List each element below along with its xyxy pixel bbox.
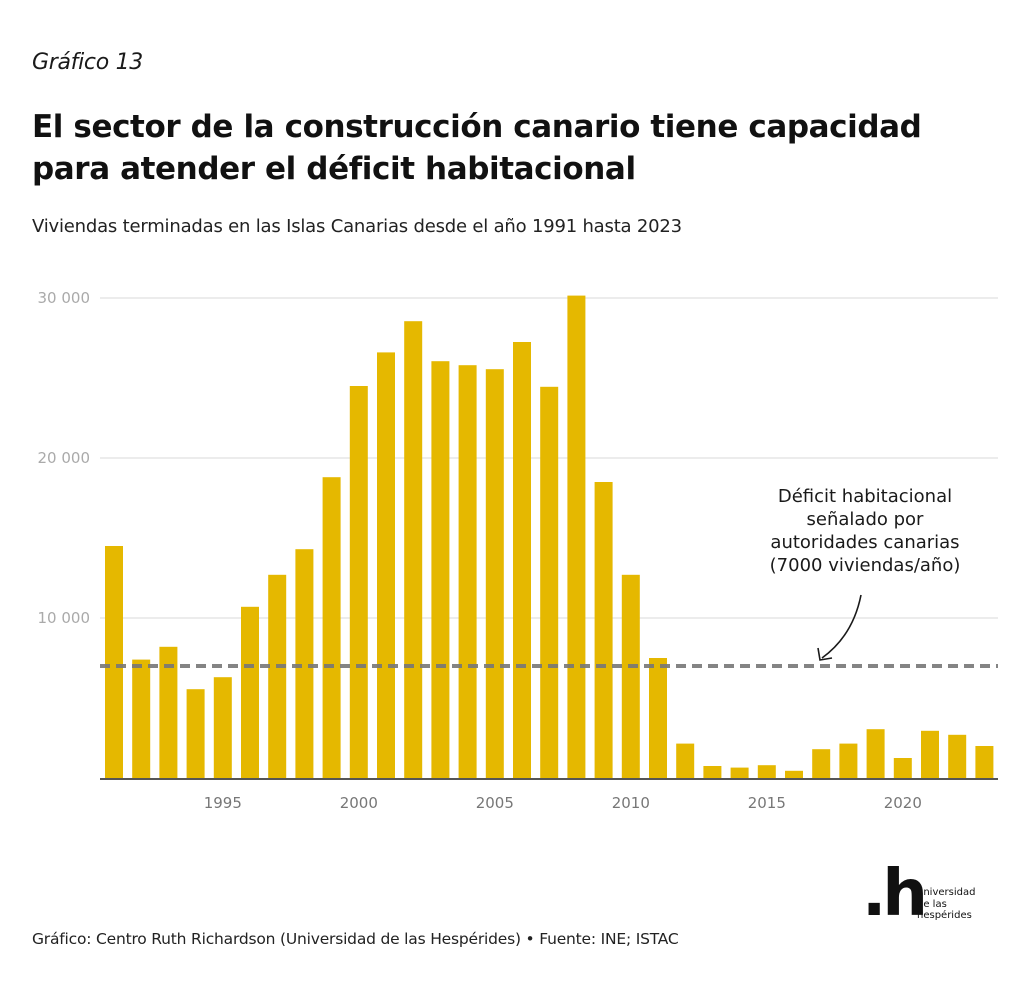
bar-1992 — [132, 659, 151, 778]
logo-text: universidad de las hespérides — [917, 887, 975, 922]
x-tick-label: 2015 — [748, 794, 786, 812]
bar-2009 — [594, 482, 613, 778]
bar-2023 — [975, 746, 994, 778]
bar-2017 — [812, 749, 831, 778]
bar-2014 — [730, 767, 749, 778]
bar-1993 — [159, 646, 178, 778]
bar-2016 — [785, 770, 803, 778]
bar-1999 — [322, 477, 341, 778]
bar-1995 — [213, 677, 232, 778]
bar-2018 — [839, 743, 858, 778]
logo-line: universidad — [917, 887, 976, 898]
source-note: Gráfico: Centro Ruth Richardson (Univers… — [32, 930, 679, 948]
x-tick-label: 1995 — [204, 794, 242, 812]
chart-title: El sector de la construcción canario tie… — [32, 109, 922, 187]
bar-2021 — [921, 730, 939, 778]
logo-line: de las — [917, 898, 947, 910]
bar-2019 — [866, 729, 885, 778]
bar-2001 — [377, 352, 395, 778]
y-tick-label: 20 000 — [38, 449, 91, 467]
chart-subtitle: Viviendas terminadas en las Islas Canari… — [32, 216, 682, 237]
bar-1998 — [295, 549, 314, 778]
bar-2012 — [676, 743, 695, 778]
bar-2008 — [567, 295, 586, 778]
bars — [105, 295, 994, 778]
y-tick-label: 30 000 — [38, 289, 91, 307]
bar-1994 — [186, 689, 205, 778]
bar-2004 — [458, 365, 477, 778]
bar-2013 — [703, 766, 722, 778]
bar-2011 — [649, 658, 667, 778]
logo-line: hespérides — [917, 910, 972, 921]
y-axis-ticks: 10 000 20 000 30 000 — [38, 289, 91, 627]
annotation-line: señalado por — [807, 509, 925, 530]
x-axis-ticks: 1995 2000 2005 2010 2015 2020 — [204, 794, 922, 812]
university-logo: .h universidad de las hespérides — [862, 862, 992, 928]
bar-1997 — [268, 574, 287, 778]
bar-2010 — [621, 574, 640, 778]
bar-2020 — [893, 758, 912, 778]
annotation-line: (7000 viviendas/año) — [770, 555, 961, 576]
bar-1996 — [241, 606, 259, 778]
annotation-arrow-icon — [821, 594, 862, 659]
logo-mark-icon: .h — [862, 857, 928, 931]
bar-1991 — [105, 546, 123, 778]
bar-2006 — [513, 342, 531, 778]
bar-2003 — [431, 361, 450, 778]
bar-2005 — [485, 369, 504, 778]
y-tick-label: 10 000 — [38, 609, 91, 627]
bar-2002 — [404, 321, 423, 778]
x-tick-label: 2010 — [612, 794, 650, 812]
annotation-line: Déficit habitacional — [778, 486, 952, 507]
bar-2007 — [540, 386, 559, 778]
bar-2015 — [757, 765, 776, 778]
bar-2000 — [349, 386, 368, 778]
x-tick-label: 2020 — [884, 794, 922, 812]
bar-2022 — [948, 734, 967, 778]
x-tick-label: 2005 — [476, 794, 514, 812]
annotation-line: autoridades canarias — [770, 532, 959, 553]
chart-kicker: Gráfico 13 — [32, 50, 143, 75]
x-tick-label: 2000 — [340, 794, 378, 812]
annotation-arrowhead-icon — [817, 647, 833, 661]
